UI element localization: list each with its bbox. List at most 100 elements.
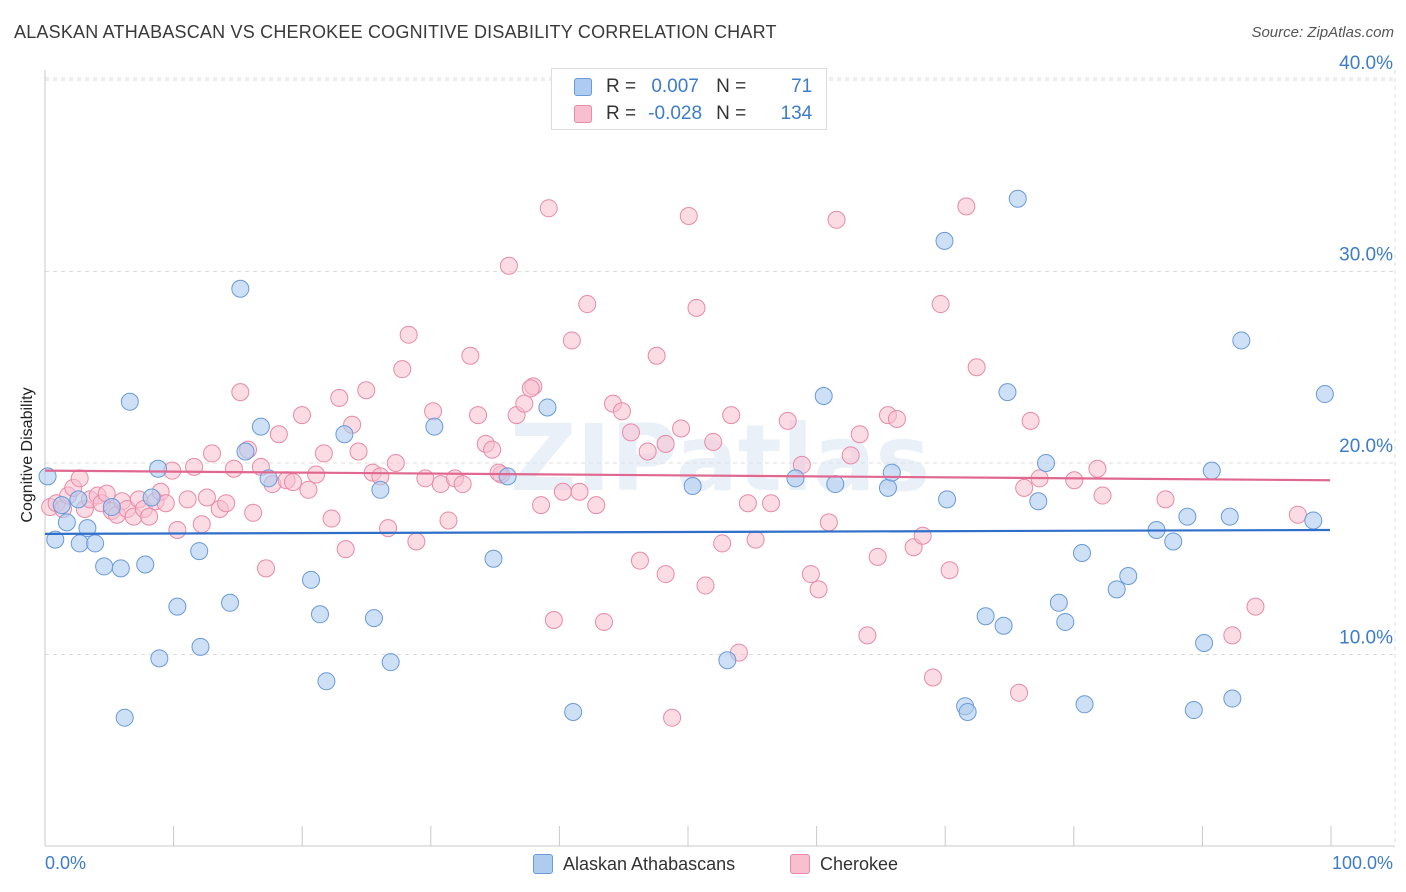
- athabascan-point: [86, 534, 105, 553]
- bottom-swatch-pink: [790, 854, 810, 874]
- cherokee-point: [224, 459, 243, 478]
- athabascan-point: [78, 519, 97, 538]
- cherokee-point: [532, 496, 551, 515]
- cherokee-point: [679, 206, 698, 225]
- legend-n-value: 71: [791, 76, 813, 97]
- athabascan-point: [381, 653, 400, 672]
- cherokee-point: [630, 551, 649, 570]
- athabascan-point: [1008, 189, 1027, 208]
- athabascan-point: [111, 559, 130, 578]
- bottom-swatch-blue: [533, 854, 553, 874]
- athabascan-point: [994, 616, 1013, 635]
- cherokee-point: [612, 402, 631, 421]
- athabascan-point: [786, 469, 805, 488]
- bottom-legend-cherokee: Cherokee: [790, 852, 898, 876]
- athabascan-point: [1164, 532, 1183, 551]
- cherokee-point: [192, 515, 211, 534]
- cherokee-point: [1156, 490, 1175, 509]
- cherokee-point: [931, 295, 950, 314]
- y-tick-label: 40.0%: [1339, 53, 1393, 74]
- y-tick-label: 20.0%: [1339, 436, 1393, 457]
- cherokee-point: [357, 381, 376, 400]
- athabascan-point: [1049, 593, 1068, 612]
- athabascan-point: [371, 480, 390, 499]
- bottom-legend-label: Cherokee: [820, 853, 899, 874]
- athabascan-point: [1202, 461, 1221, 480]
- athabascan-point: [310, 605, 329, 624]
- cherokee-point: [539, 199, 558, 218]
- legend-row-cherokee: R = -0.028 N = 134: [574, 102, 812, 126]
- cherokee-point: [868, 547, 887, 566]
- athabascan-point: [1232, 331, 1251, 350]
- cherokee-point: [469, 406, 488, 425]
- cherokee-point: [594, 612, 613, 631]
- athabascan-point: [251, 417, 270, 436]
- athabascan-point: [1223, 689, 1242, 708]
- cherokee-point: [778, 411, 797, 430]
- cherokee-point: [424, 402, 443, 421]
- cherokee-point: [1093, 486, 1112, 505]
- legend-r-label: R =: [606, 76, 637, 97]
- cherokee-point: [570, 482, 589, 501]
- athabascan-point: [976, 607, 995, 626]
- cherokee-point: [483, 440, 502, 459]
- source-label: Source: ZipAtlas.com: [1251, 24, 1394, 41]
- cherokee-point: [672, 419, 691, 438]
- cherokee-point: [722, 406, 741, 425]
- cherokee-point: [284, 473, 303, 492]
- athabascan-point: [1178, 507, 1197, 526]
- cherokee-point: [656, 434, 675, 453]
- athabascan-point: [236, 442, 255, 461]
- athabascan-point: [136, 555, 155, 574]
- athabascan-point: [335, 425, 354, 444]
- athabascan-point: [958, 702, 977, 721]
- athabascan-point: [149, 459, 168, 478]
- athabascan-point: [190, 542, 209, 561]
- legend-swatch-pink: [574, 105, 592, 123]
- cherokee-point: [299, 480, 318, 499]
- athabascan-point: [69, 490, 88, 509]
- legend-r-value: -0.028: [648, 103, 703, 124]
- axes: [44, 70, 1395, 847]
- athabascan-point: [938, 490, 957, 509]
- athabascan-point: [718, 651, 737, 670]
- athabascan-point: [826, 475, 845, 494]
- cherokee-point: [957, 197, 976, 216]
- cherokee-point: [521, 379, 540, 398]
- cherokee-point: [515, 394, 534, 413]
- cherokee-point: [386, 454, 405, 472]
- legend-n-label: N =: [716, 76, 747, 97]
- bottom-legend-athabascan: Alaskan Athabascans: [533, 852, 735, 876]
- cherokee-points: [41, 197, 1307, 727]
- cherokee-point: [656, 565, 675, 584]
- athabascan-point: [814, 386, 833, 405]
- athabascan-point: [70, 534, 89, 553]
- legend-swatch-blue: [574, 78, 592, 96]
- cherokee-point: [827, 210, 846, 229]
- y-tick-label: 10.0%: [1339, 628, 1393, 649]
- cherokee-point: [940, 561, 959, 580]
- cherokee-point: [801, 565, 820, 584]
- athabascan-point: [1220, 507, 1239, 526]
- cherokee-point: [923, 668, 942, 687]
- cherokee-point: [257, 559, 276, 578]
- legend-r-label: R =: [606, 103, 637, 124]
- cherokee-point: [197, 488, 216, 507]
- athabascan-point: [935, 231, 954, 250]
- cherokee-point: [349, 442, 368, 461]
- cherokee-point: [453, 475, 472, 494]
- athabascan-point: [1075, 695, 1094, 714]
- athabascan-trend-line: [44, 528, 1331, 535]
- y-tick-label: 30.0%: [1339, 245, 1393, 266]
- athabascan-point: [1107, 580, 1126, 599]
- cherokee-point: [967, 358, 986, 377]
- athabascan-point: [102, 498, 121, 517]
- athabascan-point: [221, 593, 240, 612]
- cherokee-point: [1223, 626, 1242, 645]
- athabascan-point: [1184, 701, 1203, 720]
- athabascan-point: [564, 702, 583, 721]
- cherokee-point: [738, 494, 757, 513]
- cherokee-point: [407, 532, 426, 551]
- cherokee-point: [544, 611, 563, 630]
